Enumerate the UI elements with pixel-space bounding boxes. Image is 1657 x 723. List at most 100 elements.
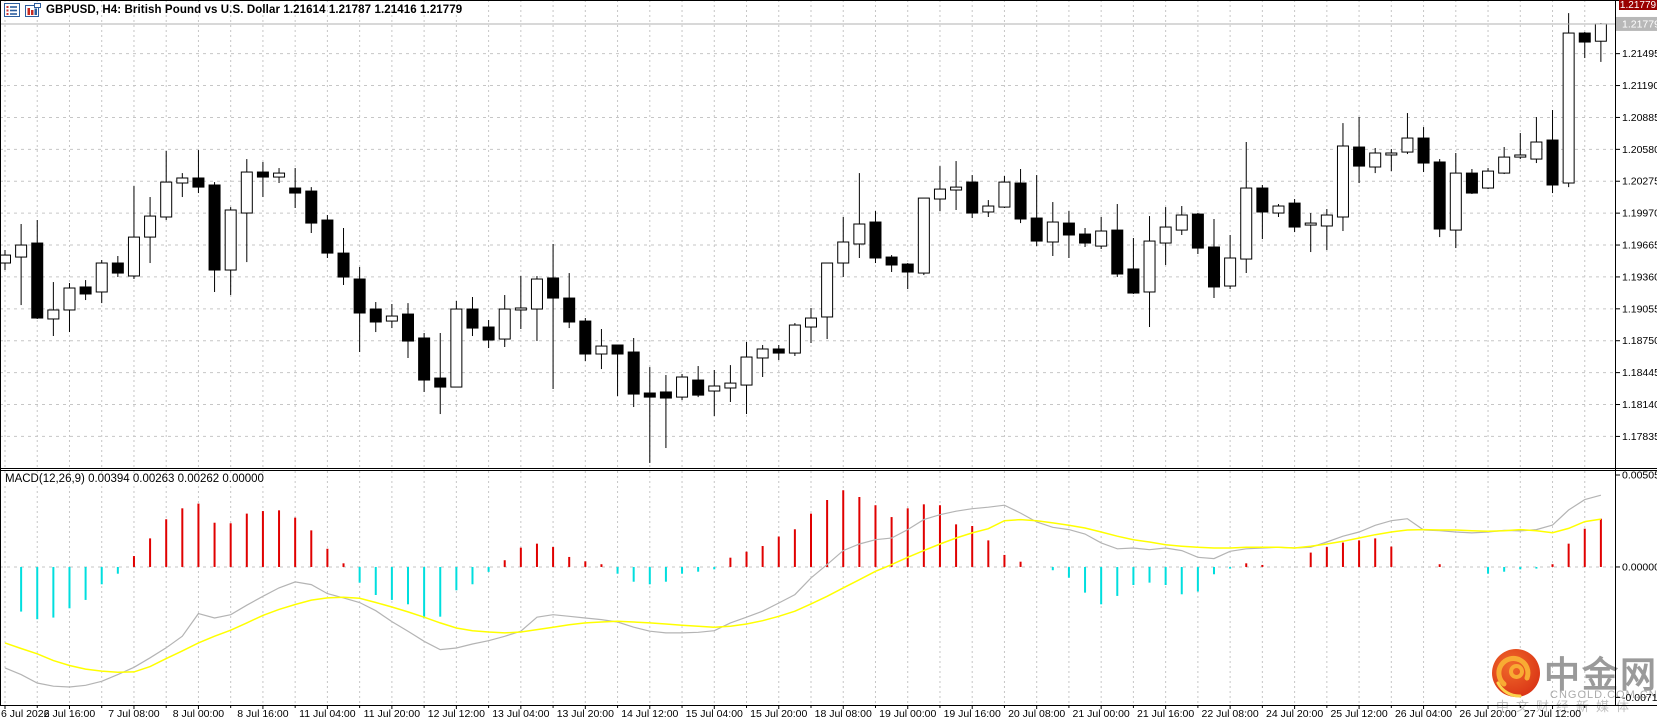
candle-body xyxy=(1175,214,1188,231)
candle-body xyxy=(385,315,398,322)
candle-body xyxy=(321,219,334,254)
candle-body xyxy=(853,223,866,245)
candle-body xyxy=(1111,229,1124,275)
time-axis-label: 6 Jul 2022 xyxy=(1,708,50,720)
chart-titlebar: GBPUSD, H4: British Pound vs U.S. Dollar… xyxy=(4,3,462,17)
macd-indicator-label: MACD(12,26,9) 0.00394 0.00263 0.00262 0.… xyxy=(3,473,266,485)
candle-body xyxy=(1288,202,1301,228)
candle-body xyxy=(402,313,414,342)
price-axis-label: 1.19970 xyxy=(1622,208,1657,220)
candle-body xyxy=(1062,222,1075,236)
chart-title: GBPUSD, H4: British Pound vs U.S. Dollar… xyxy=(46,4,463,16)
candle-body xyxy=(1353,146,1366,167)
candle-body xyxy=(1578,32,1591,43)
candle-body xyxy=(1191,213,1204,249)
price-axis-label: 1.18140 xyxy=(1622,399,1657,411)
candle-body xyxy=(1304,222,1317,226)
watermark-domain: CNGOLD.COM.CN xyxy=(1550,689,1657,701)
candle-body xyxy=(933,188,946,200)
price-axis-label: 1.19055 xyxy=(1622,303,1657,315)
time-axis-label: 27 Jul 12:00 xyxy=(1524,708,1581,720)
candle-body xyxy=(643,392,656,398)
candle-body xyxy=(1143,240,1156,293)
time-axis-label: 7 Jul 08:00 xyxy=(108,708,160,720)
price-axis-label: 1.21495 xyxy=(1622,48,1657,60)
candle-body xyxy=(305,190,318,224)
watermark-tagline: 中文财经新媒体 xyxy=(1496,699,1636,714)
candle-body xyxy=(788,324,801,354)
price-axis-label: 1.21190 xyxy=(1622,80,1657,92)
frame-borders xyxy=(0,0,1657,706)
candle-body xyxy=(805,317,817,328)
candle-body xyxy=(160,181,173,218)
candle-body xyxy=(547,277,560,299)
price-axis[interactable]: 1.21495 1.21190 1.20885 1.20580 1.20275 1.199… xyxy=(1615,16,1657,443)
candle-body xyxy=(1272,205,1285,214)
candle-body xyxy=(95,262,108,293)
macd-axis-label: 0.00000 xyxy=(1622,561,1657,573)
candle-body xyxy=(676,376,689,398)
candle-body xyxy=(337,252,350,278)
price-axis-label: 1.20275 xyxy=(1622,176,1657,188)
macd-signal-line xyxy=(4,518,1602,673)
time-axis-label: 15 Jul 04:00 xyxy=(686,708,743,720)
candle-body xyxy=(982,205,995,213)
candle-body xyxy=(1562,32,1575,184)
candle-body xyxy=(1320,214,1333,227)
time-axis-label: 14 Jul 12:00 xyxy=(621,708,678,720)
candle-body xyxy=(1401,137,1414,153)
candle-body xyxy=(224,209,237,271)
candle-body xyxy=(208,184,221,271)
candle-body xyxy=(659,391,672,399)
candle-body xyxy=(1530,141,1543,160)
candle-body xyxy=(0,254,11,264)
candle-body xyxy=(1095,230,1108,247)
candle-body xyxy=(869,221,882,259)
candle-body xyxy=(144,215,157,238)
candle-body xyxy=(1256,187,1269,213)
candle-body xyxy=(756,348,769,359)
candle-body xyxy=(530,278,543,310)
candle-body xyxy=(240,171,253,214)
candle-body xyxy=(885,256,898,266)
candle-body xyxy=(1127,268,1140,294)
candle-body xyxy=(724,382,737,389)
candle-body xyxy=(1482,170,1495,189)
candle-body xyxy=(127,236,140,277)
candle-body xyxy=(1449,172,1462,231)
candle-body xyxy=(901,263,914,273)
price-axis-label: 1.20885 xyxy=(1622,112,1657,124)
time-axis-label: 8 Jul 16:00 xyxy=(237,708,289,720)
candle-body xyxy=(498,308,511,340)
candle-body xyxy=(466,308,479,329)
candle-body xyxy=(563,297,576,323)
candle-body xyxy=(1385,152,1398,156)
macd-histogram xyxy=(20,490,1602,620)
candle-body xyxy=(1014,182,1027,220)
time-axis-label: 13 Jul 20:00 xyxy=(557,708,614,720)
candle-body xyxy=(1433,161,1446,230)
candle-body xyxy=(31,242,44,319)
watermark-brand: 中金网 xyxy=(1544,654,1657,695)
time-axis-label: 15 Jul 20:00 xyxy=(750,708,807,720)
candle-body xyxy=(192,177,205,188)
candle-body xyxy=(79,286,92,295)
candle-body xyxy=(111,262,124,274)
candle-body xyxy=(950,186,963,191)
candle-body xyxy=(772,348,785,354)
candle-body xyxy=(1514,154,1527,158)
bar-chart-icon xyxy=(25,3,41,17)
time-axis-label: 12 Jul 12:00 xyxy=(428,708,485,720)
time-axis-label: 18 Jul 08:00 xyxy=(815,708,872,720)
candle-body xyxy=(353,278,366,314)
candle-body xyxy=(611,344,624,355)
candle-body xyxy=(998,181,1011,208)
time-axis-label: 22 Jul 08:00 xyxy=(1202,708,1259,720)
candle-body xyxy=(63,287,76,311)
candle-body xyxy=(1240,187,1253,260)
candle-body xyxy=(176,177,189,184)
